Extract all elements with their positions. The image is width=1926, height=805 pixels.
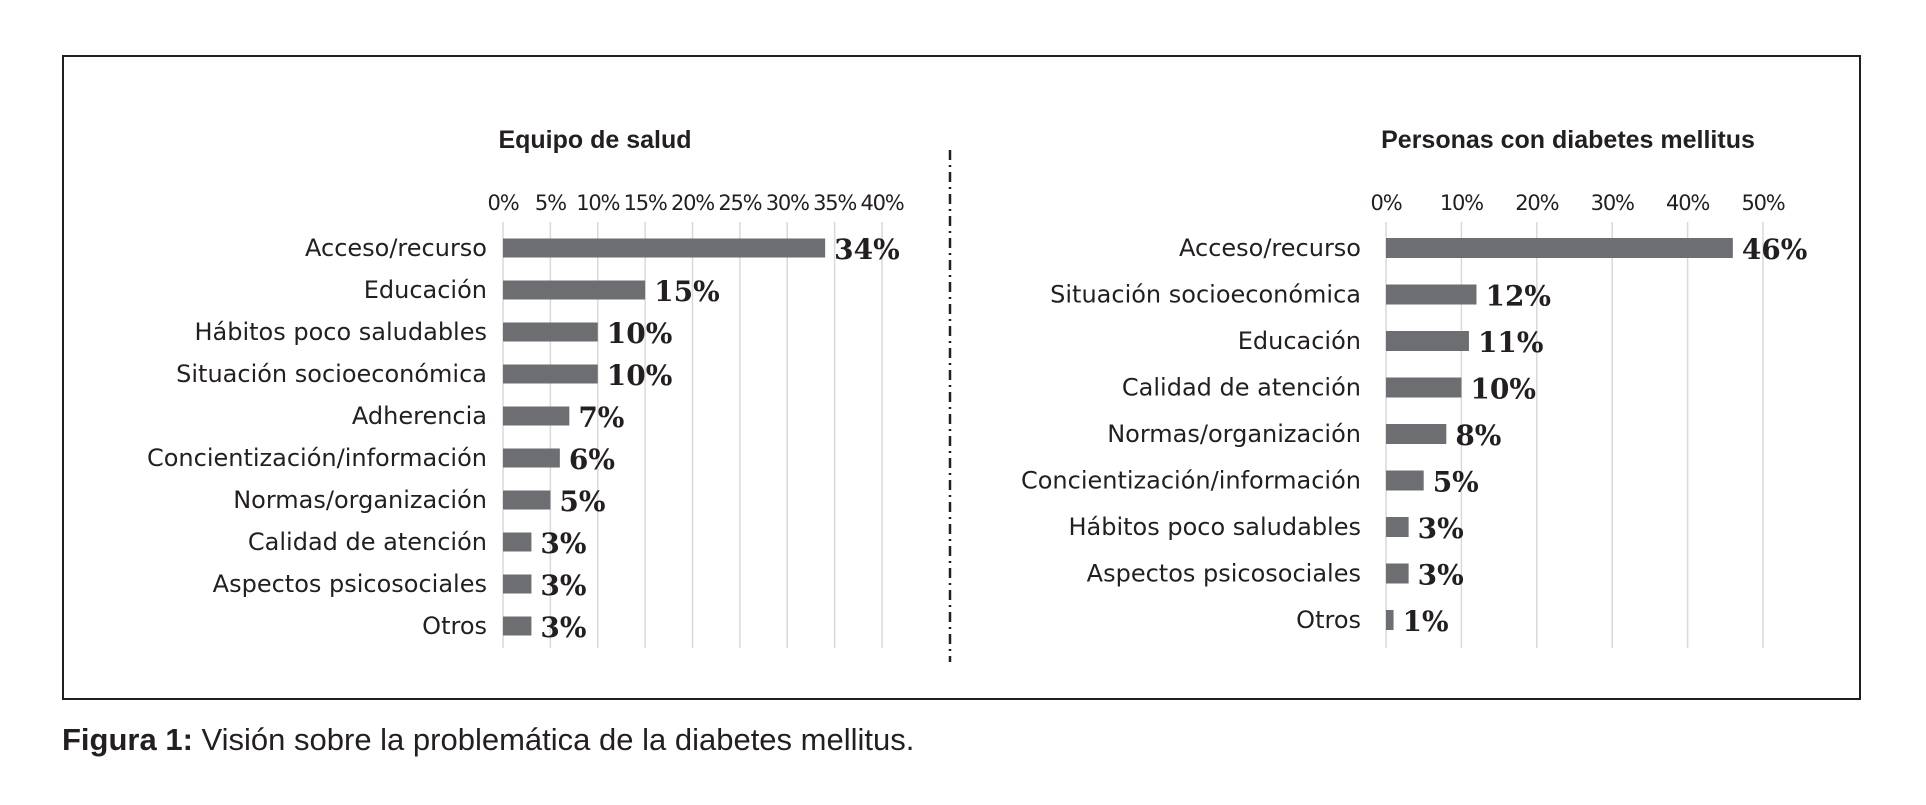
caption-label: Figura 1: <box>62 722 193 757</box>
value-label: 5% <box>1433 466 1479 499</box>
category-label: Adherencia <box>352 402 487 430</box>
category-label: Otros <box>422 612 487 640</box>
value-label: 10% <box>607 317 673 350</box>
x-tick-label: 0% <box>488 191 519 215</box>
category-label: Educación <box>1238 327 1361 355</box>
x-tick-label: 20% <box>671 191 714 215</box>
x-tick-label: 40% <box>1666 191 1709 215</box>
value-label: 12% <box>1485 280 1551 313</box>
value-label: 46% <box>1742 233 1808 266</box>
x-tick-label: 0% <box>1371 191 1402 215</box>
value-label: 5% <box>559 485 605 518</box>
value-label: 15% <box>654 275 720 308</box>
chart-title: Equipo de salud <box>498 126 691 154</box>
caption-text: Visión sobre la problemática de la diabe… <box>201 722 915 757</box>
x-tick-label: 20% <box>1515 191 1558 215</box>
x-tick-label: 30% <box>1591 191 1634 215</box>
bar <box>503 490 551 510</box>
chart-title: Personas con diabetes mellitus <box>1381 126 1755 154</box>
category-label: Acceso/recurso <box>305 234 487 262</box>
x-tick-label: 50% <box>1741 191 1784 215</box>
category-label: Normas/organización <box>233 486 487 514</box>
x-tick-label: 25% <box>718 191 761 215</box>
chart-2: Personas con diabetes mellitus 0% 10% 20% 30… <box>1021 126 1807 648</box>
category-label: Hábitos poco saludables <box>1068 513 1361 541</box>
value-label: 1% <box>1403 605 1449 638</box>
category-label: Situación socioeconómica <box>1050 281 1361 309</box>
bar <box>503 238 826 258</box>
value-label: 3% <box>1418 559 1464 592</box>
bar <box>1386 517 1409 537</box>
value-label: 3% <box>540 569 586 602</box>
value-label: 8% <box>1455 419 1501 452</box>
category-label: Situación socioeconómica <box>176 360 487 388</box>
bar <box>503 574 532 594</box>
bar <box>1386 238 1733 258</box>
bar <box>1386 470 1424 491</box>
bar <box>503 532 532 552</box>
x-tick-label: 10% <box>1440 191 1483 215</box>
value-label: 6% <box>569 443 615 476</box>
value-label: 34% <box>834 233 900 266</box>
bar <box>503 280 646 300</box>
category-label: Acceso/recurso <box>1179 234 1361 262</box>
bar <box>1386 331 1469 351</box>
bar <box>503 322 598 342</box>
x-tick-label: 15% <box>624 191 667 215</box>
bar <box>1386 377 1462 398</box>
category-label: Calidad de atención <box>248 528 487 556</box>
category-label: Calidad de atención <box>1122 374 1361 402</box>
value-label: 3% <box>540 527 586 560</box>
category-label: Concientización/información <box>1021 467 1361 495</box>
value-label: 7% <box>578 401 624 434</box>
category-label: Hábitos poco saludables <box>194 318 487 346</box>
x-tick-label: 5% <box>535 191 566 215</box>
category-label: Aspectos psicosociales <box>213 570 487 598</box>
bar <box>503 364 598 384</box>
bar <box>1386 284 1477 305</box>
value-label: 3% <box>1418 512 1464 545</box>
value-label: 10% <box>1470 373 1536 406</box>
category-label: Otros <box>1296 606 1361 634</box>
x-tick-label: 35% <box>813 191 856 215</box>
value-label: 11% <box>1478 326 1544 359</box>
bar <box>503 448 560 468</box>
x-tick-label: 10% <box>576 191 619 215</box>
bar <box>1386 424 1447 444</box>
bar <box>503 406 570 426</box>
x-tick-label: 30% <box>766 191 809 215</box>
bar <box>1386 563 1409 584</box>
category-label: Normas/organización <box>1107 420 1361 448</box>
value-label: 10% <box>607 359 673 392</box>
value-label: 3% <box>540 611 586 644</box>
figure-frame <box>62 55 1861 700</box>
category-label: Educación <box>364 276 487 304</box>
category-label: Aspectos psicosociales <box>1087 560 1361 588</box>
bar <box>1386 610 1394 630</box>
category-label: Concientización/información <box>147 444 487 472</box>
bar <box>503 616 532 636</box>
figure-caption: Figura 1: Visión sobre la problemática d… <box>62 722 914 758</box>
x-tick-label: 40% <box>860 191 903 215</box>
